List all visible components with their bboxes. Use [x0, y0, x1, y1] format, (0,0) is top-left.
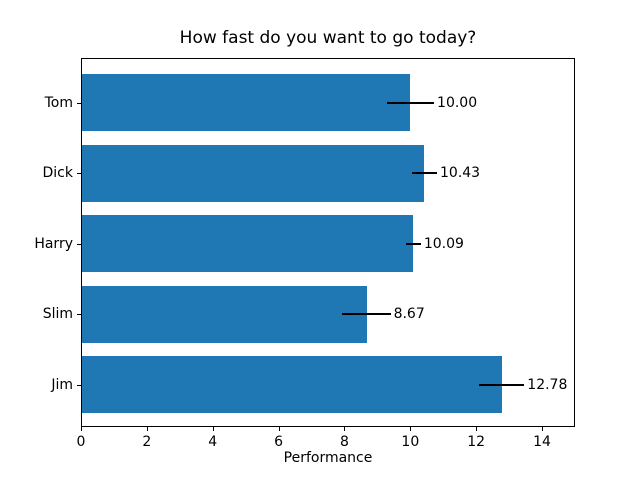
x-tick: [476, 427, 478, 431]
x-tick-label: 8: [339, 434, 349, 450]
error-bar: [411, 172, 437, 175]
y-tick: [77, 243, 81, 245]
y-tick: [77, 173, 81, 175]
y-tick: [77, 384, 81, 386]
y-tick-label: Harry: [34, 235, 73, 252]
x-tick: [344, 427, 346, 431]
x-tick: [410, 427, 412, 431]
y-tick: [77, 314, 81, 316]
bar-value-label: 8.67: [393, 306, 425, 323]
x-tick: [212, 427, 214, 431]
bar-value-label: 10.09: [423, 235, 464, 252]
bar: [82, 356, 502, 414]
x-tick: [81, 427, 82, 431]
bar: [82, 285, 367, 343]
bar: [82, 74, 411, 131]
y-tick: [77, 102, 81, 104]
x-tick: [146, 427, 148, 431]
x-axis-label: Performance: [283, 450, 373, 466]
error-bar: [479, 383, 525, 386]
x-tick-label: 6: [274, 434, 284, 450]
x-tick-label: 14: [533, 434, 551, 450]
bar-value-label: 10.43: [440, 165, 481, 182]
error-bar: [405, 242, 421, 245]
y-tick-label: Dick: [42, 165, 73, 182]
x-tick: [278, 427, 280, 431]
bar: [82, 144, 425, 202]
x-tick-label: 2: [142, 434, 152, 450]
bar: [82, 215, 414, 273]
chart-title: How fast do you want to go today?: [179, 28, 477, 48]
x-tick-label: 0: [76, 434, 86, 450]
error-bar: [386, 101, 435, 104]
x-tick-label: 12: [467, 434, 486, 450]
x-tick: [542, 427, 544, 431]
y-tick-label: Jim: [51, 376, 73, 393]
error-bar: [342, 313, 391, 316]
x-tick-label: 10: [401, 434, 420, 450]
x-tick-label: 4: [208, 434, 218, 450]
bar-value-label: 12.78: [527, 376, 568, 393]
bar-value-label: 10.00: [437, 94, 478, 111]
y-tick-label: Tom: [44, 94, 73, 111]
y-tick-label: Slim: [42, 306, 73, 323]
